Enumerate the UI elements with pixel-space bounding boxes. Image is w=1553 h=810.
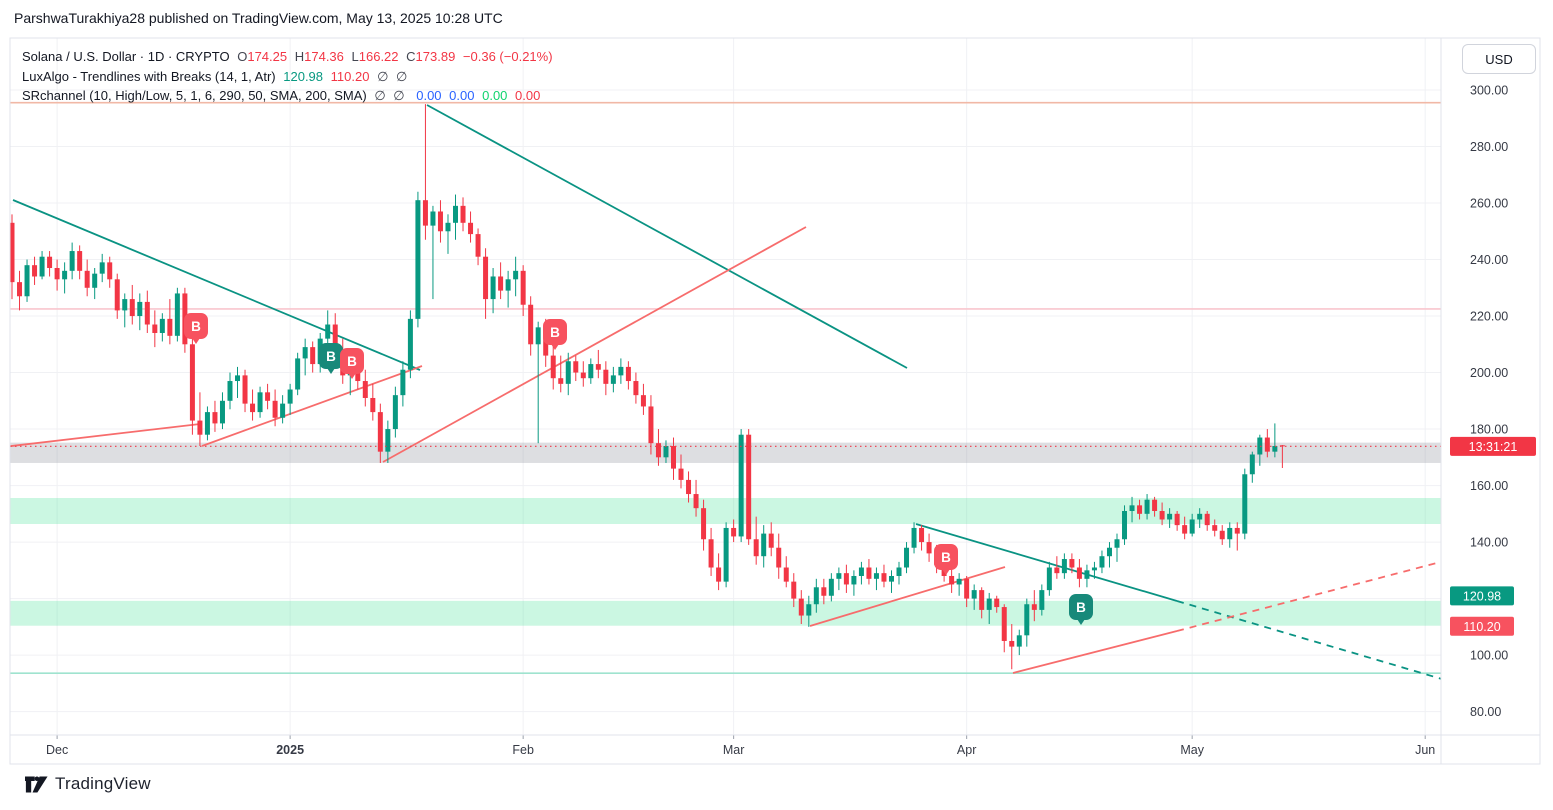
time-axis-labels: Dec 2025 Feb Mar Apr May Jun [46, 735, 1435, 757]
svg-text:80.00: 80.00 [1470, 705, 1501, 719]
chart-frame-borders [9, 37, 1541, 765]
luxalgo-upper-value-label: 120.98 [1450, 586, 1514, 606]
trendline-break-badge: B [319, 343, 343, 374]
attribution-text: ParshwaTurakhiya28 published on TradingV… [14, 10, 503, 26]
svg-text:Feb: Feb [512, 743, 534, 757]
trendline-break-badge: B [340, 348, 364, 379]
sr-lines-layer [10, 101, 1441, 674]
luxalgo-upper-value: 120.98 [283, 68, 324, 84]
close-label: C [406, 49, 416, 64]
symbol-title: Solana / U.S. Dollar · 1D · CRYPTO [22, 49, 230, 64]
candles-layer [10, 104, 1285, 670]
open-label: O [237, 49, 248, 64]
srchannel-empty-value-2: ∅ [393, 88, 405, 103]
trendline-break-badge: B [543, 319, 567, 350]
svg-text:B: B [1076, 600, 1086, 615]
low-label: L [351, 49, 359, 64]
chart-legend: Solana / U.S. Dollar · 1D · CRYPTO O174.… [22, 47, 557, 106]
svg-text:300.00: 300.00 [1470, 84, 1508, 98]
trendline-break-badge: B [934, 544, 958, 575]
open-value: 174.25 [247, 49, 288, 64]
svg-text:Dec: Dec [46, 743, 68, 757]
svg-text:B: B [191, 319, 201, 334]
srchannel-indicator-name: SRchannel (10, High/Low, 5, 1, 6, 290, 5… [22, 88, 367, 103]
luxalgo-empty-value-1: ∅ [377, 68, 389, 84]
price-axis-badges: 13:31:21 120.98 110.20 [1450, 436, 1536, 636]
close-value: 173.89 [415, 49, 456, 64]
svg-text:13:31:21: 13:31:21 [1469, 440, 1518, 454]
svg-text:2025: 2025 [276, 743, 304, 757]
srchannel-value-red: 0.00 [515, 88, 541, 103]
svg-text:B: B [326, 349, 336, 364]
svg-text:Mar: Mar [723, 743, 745, 757]
svg-text:B: B [347, 354, 357, 369]
legend-srchannel-row: SRchannel (10, High/Low, 5, 1, 6, 290, 5… [22, 86, 557, 106]
svg-text:240.00: 240.00 [1470, 253, 1508, 267]
svg-text:220.00: 220.00 [1470, 310, 1508, 324]
tradingview-logo-text: TradingView [55, 774, 151, 793]
svg-text:200.00: 200.00 [1470, 366, 1508, 380]
svg-text:280.00: 280.00 [1470, 140, 1508, 154]
svg-text:180.00: 180.00 [1470, 423, 1508, 437]
tradingview-logo[interactable]: TradingView [25, 774, 151, 794]
svg-text:B: B [550, 325, 560, 340]
bar-countdown-label: 13:31:21 [1450, 436, 1536, 456]
trendline-break-badge: B [1069, 594, 1093, 625]
luxalgo-indicator-name: LuxAlgo - Trendlines with Breaks (14, 1,… [22, 68, 276, 84]
trendlines-layer [10, 104, 1441, 680]
luxalgo-empty-value-2: ∅ [396, 68, 408, 84]
trendline-break-badge: B [184, 313, 208, 344]
srchannel-value-blue-1: 0.00 [416, 88, 442, 103]
svg-text:Jun: Jun [1415, 743, 1435, 757]
high-label: H [294, 49, 305, 64]
legend-luxalgo-row: LuxAlgo - Trendlines with Breaks (14, 1,… [22, 67, 557, 87]
svg-text:110.20: 110.20 [1463, 620, 1500, 634]
currency-unit-button[interactable]: USD [1462, 44, 1536, 74]
svg-text:100.00: 100.00 [1470, 649, 1508, 663]
svg-text:Apr: Apr [957, 743, 976, 757]
svg-text:May: May [1180, 743, 1204, 757]
svg-text:160.00: 160.00 [1470, 479, 1508, 493]
svg-text:260.00: 260.00 [1470, 197, 1508, 211]
srchannel-empty-value-1: ∅ [374, 88, 386, 103]
sr-zones-layer [10, 442, 1441, 626]
svg-text:B: B [941, 550, 951, 565]
luxalgo-lower-value-label: 110.20 [1450, 616, 1514, 636]
grid-layer [10, 38, 1441, 735]
change-value: −0.36 (−0.21%) [462, 49, 553, 64]
legend-symbol-row: Solana / U.S. Dollar · 1D · CRYPTO O174.… [22, 47, 557, 67]
svg-text:120.98: 120.98 [1463, 589, 1501, 603]
luxalgo-lower-value: 110.20 [330, 68, 370, 84]
low-value: 166.22 [358, 49, 399, 64]
srchannel-value-blue-2: 0.00 [449, 88, 475, 103]
tradingview-logo-icon [25, 775, 48, 792]
srchannel-value-green: 0.00 [482, 88, 508, 103]
svg-text:140.00: 140.00 [1470, 536, 1508, 550]
high-value: 174.36 [304, 49, 344, 64]
